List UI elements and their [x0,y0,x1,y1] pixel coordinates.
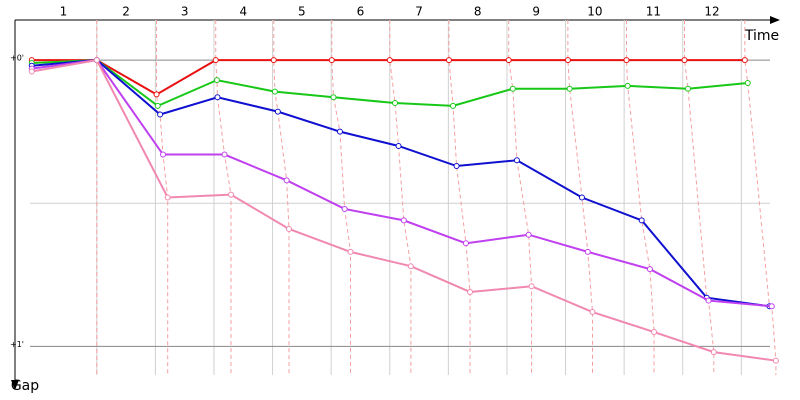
x-tick-label: 5 [298,5,306,19]
y-arrow [11,380,19,390]
series-line [31,58,777,362]
data-point [214,94,221,101]
data-point [227,191,234,198]
data-point [651,329,658,336]
data-point [160,151,167,158]
data-point [589,309,596,316]
data-point [772,357,779,364]
series-line [31,59,745,96]
data-point [283,177,290,184]
data-point [528,283,535,290]
x-tick-label: 11 [646,5,661,19]
data-point [525,231,532,238]
data-point [584,248,591,255]
x-tick-label: 10 [587,5,602,19]
grid [30,20,770,375]
data-point [212,57,219,64]
x-tick-label: 1 [60,5,68,19]
data-point [685,85,692,92]
data-point [407,263,414,270]
lap-connector [215,20,232,375]
data-point [710,349,717,356]
lap-connector [448,20,471,375]
data-point [705,297,712,304]
data-point [270,57,277,64]
data-point [154,102,161,109]
data-point [467,288,474,295]
data-point [445,57,452,64]
data-point [386,57,393,64]
data-point [509,85,516,92]
x-tick-label: 9 [532,5,540,19]
data-point [330,94,337,101]
data-point [93,57,100,64]
series-line [31,59,770,308]
x-tick-label: 2 [122,5,130,19]
x-tick-label: 8 [474,5,482,19]
lap-connector [683,20,715,375]
lap-connector [744,20,777,375]
data-point [221,151,228,158]
data-point [274,108,281,115]
lap-connector [331,20,352,375]
data-point [28,68,35,75]
data-point [450,102,457,109]
y-tick-label: +1' [10,340,24,349]
data-point [271,88,278,95]
lap-connector [273,20,290,375]
data-point [341,205,348,212]
x-arrow [770,16,780,24]
data-point [164,194,171,201]
data-point [623,57,630,64]
data-point [328,57,335,64]
data-point [513,157,520,164]
data-point [213,77,220,84]
lap-connector [389,20,412,375]
data-point [453,163,460,170]
series-line [31,59,772,308]
data-point [157,111,164,118]
data-point [681,57,688,64]
data-point [400,217,407,224]
data-point [768,303,775,310]
data-point [624,82,631,89]
x-tick-label: 3 [181,5,189,19]
data-point [741,57,748,64]
data-point [395,142,402,149]
data-point [578,194,585,201]
x-tick-label: 7 [415,5,423,19]
x-axis-label: Time [744,28,779,44]
y-axis-label: Gap [11,378,39,394]
data-point [646,266,653,273]
lap-connector [508,20,533,375]
data-point [564,57,571,64]
y-tick-label: +0' [10,54,24,63]
data-point [638,217,645,224]
data-point [153,91,160,98]
lap-connector [625,20,655,375]
x-tick-label: 4 [239,5,247,19]
data-point [285,225,292,232]
data-point [462,240,469,247]
data-point [347,248,354,255]
data-point [392,100,399,107]
data-point [566,85,573,92]
data-point [505,57,512,64]
x-tick-label: 6 [357,5,365,19]
data-point [336,128,343,135]
data-point [744,79,751,86]
x-tick-label: 12 [704,5,719,19]
